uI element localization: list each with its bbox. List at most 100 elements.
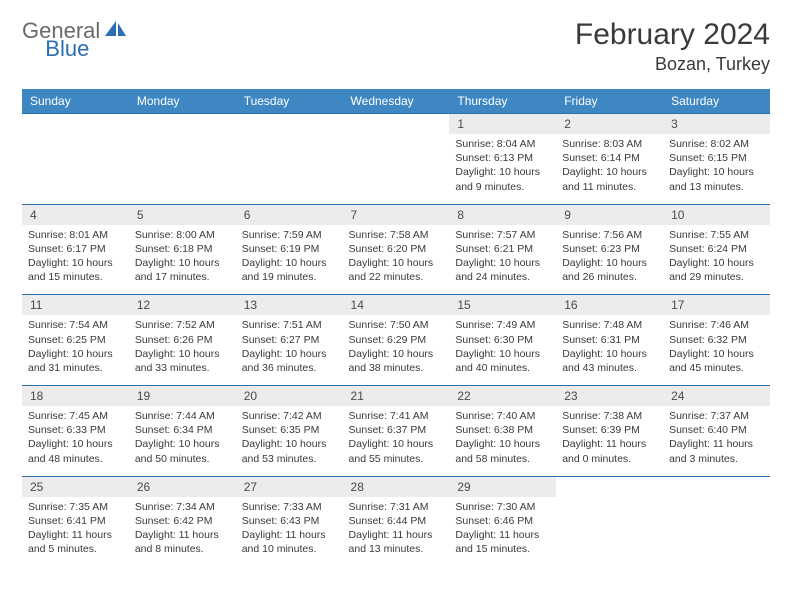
day-body: Sunrise: 8:01 AMSunset: 6:17 PMDaylight:…: [22, 225, 129, 295]
sunset-text: Sunset: 6:15 PM: [669, 151, 764, 165]
day-cell: 4Sunrise: 8:01 AMSunset: 6:17 PMDaylight…: [22, 204, 129, 295]
day-number: 9: [556, 205, 663, 225]
day-number: 21: [343, 386, 450, 406]
day-number: 16: [556, 295, 663, 315]
day-number: 14: [343, 295, 450, 315]
day-cell: 21Sunrise: 7:41 AMSunset: 6:37 PMDayligh…: [343, 386, 450, 477]
day-number: 27: [236, 477, 343, 497]
day-number: 26: [129, 477, 236, 497]
day-number: 11: [22, 295, 129, 315]
day-body: Sunrise: 7:57 AMSunset: 6:21 PMDaylight:…: [449, 225, 556, 295]
daylight-text: Daylight: 10 hours and 22 minutes.: [349, 256, 444, 284]
sunrise-text: Sunrise: 7:59 AM: [242, 228, 337, 242]
day-cell: 3Sunrise: 8:02 AMSunset: 6:15 PMDaylight…: [663, 114, 770, 205]
day-body: Sunrise: 7:50 AMSunset: 6:29 PMDaylight:…: [343, 315, 450, 385]
day-cell: ..: [236, 114, 343, 205]
sunrise-text: Sunrise: 7:50 AM: [349, 318, 444, 332]
month-title: February 2024: [575, 18, 770, 52]
daylight-text: Daylight: 10 hours and 45 minutes.: [669, 347, 764, 375]
daylight-text: Daylight: 11 hours and 0 minutes.: [562, 437, 657, 465]
day-cell: 20Sunrise: 7:42 AMSunset: 6:35 PMDayligh…: [236, 386, 343, 477]
day-number: 15: [449, 295, 556, 315]
day-number: 3: [663, 114, 770, 134]
daylight-text: Daylight: 10 hours and 9 minutes.: [455, 165, 550, 193]
day-cell: ..: [22, 114, 129, 205]
day-cell: 17Sunrise: 7:46 AMSunset: 6:32 PMDayligh…: [663, 295, 770, 386]
sunset-text: Sunset: 6:29 PM: [349, 333, 444, 347]
day-cell: 8Sunrise: 7:57 AMSunset: 6:21 PMDaylight…: [449, 204, 556, 295]
day-header: Wednesday: [343, 89, 450, 114]
day-body: Sunrise: 7:48 AMSunset: 6:31 PMDaylight:…: [556, 315, 663, 385]
sunrise-text: Sunrise: 8:00 AM: [135, 228, 230, 242]
sunset-text: Sunset: 6:33 PM: [28, 423, 123, 437]
day-body: Sunrise: 7:30 AMSunset: 6:46 PMDaylight:…: [449, 497, 556, 567]
day-cell: 29Sunrise: 7:30 AMSunset: 6:46 PMDayligh…: [449, 476, 556, 566]
title-block: February 2024 Bozan, Turkey: [575, 18, 770, 75]
day-body: Sunrise: 7:40 AMSunset: 6:38 PMDaylight:…: [449, 406, 556, 476]
day-cell: 27Sunrise: 7:33 AMSunset: 6:43 PMDayligh…: [236, 476, 343, 566]
sunrise-text: Sunrise: 7:41 AM: [349, 409, 444, 423]
day-header: Friday: [556, 89, 663, 114]
daylight-text: Daylight: 11 hours and 15 minutes.: [455, 528, 550, 556]
daylight-text: Daylight: 10 hours and 40 minutes.: [455, 347, 550, 375]
day-body: Sunrise: 8:03 AMSunset: 6:14 PMDaylight:…: [556, 134, 663, 204]
daylight-text: Daylight: 10 hours and 53 minutes.: [242, 437, 337, 465]
day-body: Sunrise: 7:38 AMSunset: 6:39 PMDaylight:…: [556, 406, 663, 476]
day-body: Sunrise: 7:59 AMSunset: 6:19 PMDaylight:…: [236, 225, 343, 295]
day-body: Sunrise: 7:41 AMSunset: 6:37 PMDaylight:…: [343, 406, 450, 476]
header: General Blue February 2024 Bozan, Turkey: [22, 18, 770, 75]
sunrise-text: Sunrise: 7:46 AM: [669, 318, 764, 332]
sunrise-text: Sunrise: 7:40 AM: [455, 409, 550, 423]
day-number: 7: [343, 205, 450, 225]
day-cell: 1Sunrise: 8:04 AMSunset: 6:13 PMDaylight…: [449, 114, 556, 205]
day-body: Sunrise: 7:51 AMSunset: 6:27 PMDaylight:…: [236, 315, 343, 385]
week-row: 25Sunrise: 7:35 AMSunset: 6:41 PMDayligh…: [22, 476, 770, 566]
day-cell: 15Sunrise: 7:49 AMSunset: 6:30 PMDayligh…: [449, 295, 556, 386]
sunrise-text: Sunrise: 7:56 AM: [562, 228, 657, 242]
week-row: 18Sunrise: 7:45 AMSunset: 6:33 PMDayligh…: [22, 386, 770, 477]
sunrise-text: Sunrise: 7:51 AM: [242, 318, 337, 332]
daylight-text: Daylight: 10 hours and 26 minutes.: [562, 256, 657, 284]
week-row: 4Sunrise: 8:01 AMSunset: 6:17 PMDaylight…: [22, 204, 770, 295]
week-row: ........1Sunrise: 8:04 AMSunset: 6:13 PM…: [22, 114, 770, 205]
day-cell: 14Sunrise: 7:50 AMSunset: 6:29 PMDayligh…: [343, 295, 450, 386]
calendar-body: ........1Sunrise: 8:04 AMSunset: 6:13 PM…: [22, 114, 770, 567]
daylight-text: Daylight: 10 hours and 38 minutes.: [349, 347, 444, 375]
day-number: 18: [22, 386, 129, 406]
day-number: 28: [343, 477, 450, 497]
sunrise-text: Sunrise: 7:57 AM: [455, 228, 550, 242]
daylight-text: Daylight: 10 hours and 15 minutes.: [28, 256, 123, 284]
sunrise-text: Sunrise: 7:30 AM: [455, 500, 550, 514]
sunrise-text: Sunrise: 8:04 AM: [455, 137, 550, 151]
day-body: Sunrise: 7:34 AMSunset: 6:42 PMDaylight:…: [129, 497, 236, 567]
sunset-text: Sunset: 6:35 PM: [242, 423, 337, 437]
sunset-text: Sunset: 6:40 PM: [669, 423, 764, 437]
day-body: Sunrise: 7:37 AMSunset: 6:40 PMDaylight:…: [663, 406, 770, 476]
day-cell: 25Sunrise: 7:35 AMSunset: 6:41 PMDayligh…: [22, 476, 129, 566]
day-header: Saturday: [663, 89, 770, 114]
daylight-text: Daylight: 11 hours and 5 minutes.: [28, 528, 123, 556]
day-header-row: SundayMondayTuesdayWednesdayThursdayFrid…: [22, 89, 770, 114]
calendar-page: General Blue February 2024 Bozan, Turkey…: [0, 0, 792, 584]
daylight-text: Daylight: 10 hours and 55 minutes.: [349, 437, 444, 465]
sunset-text: Sunset: 6:32 PM: [669, 333, 764, 347]
day-cell: 2Sunrise: 8:03 AMSunset: 6:14 PMDaylight…: [556, 114, 663, 205]
logo-text-blue: Blue: [45, 36, 89, 62]
day-body: Sunrise: 7:54 AMSunset: 6:25 PMDaylight:…: [22, 315, 129, 385]
day-number: 12: [129, 295, 236, 315]
day-body: Sunrise: 8:02 AMSunset: 6:15 PMDaylight:…: [663, 134, 770, 204]
day-cell: 18Sunrise: 7:45 AMSunset: 6:33 PMDayligh…: [22, 386, 129, 477]
daylight-text: Daylight: 10 hours and 50 minutes.: [135, 437, 230, 465]
day-cell: 5Sunrise: 8:00 AMSunset: 6:18 PMDaylight…: [129, 204, 236, 295]
day-cell: 9Sunrise: 7:56 AMSunset: 6:23 PMDaylight…: [556, 204, 663, 295]
daylight-text: Daylight: 10 hours and 48 minutes.: [28, 437, 123, 465]
day-cell: ..: [556, 476, 663, 566]
sunset-text: Sunset: 6:26 PM: [135, 333, 230, 347]
daylight-text: Daylight: 10 hours and 11 minutes.: [562, 165, 657, 193]
sunset-text: Sunset: 6:41 PM: [28, 514, 123, 528]
day-cell: 24Sunrise: 7:37 AMSunset: 6:40 PMDayligh…: [663, 386, 770, 477]
day-body: Sunrise: 7:42 AMSunset: 6:35 PMDaylight:…: [236, 406, 343, 476]
sunset-text: Sunset: 6:46 PM: [455, 514, 550, 528]
sunset-text: Sunset: 6:25 PM: [28, 333, 123, 347]
sunrise-text: Sunrise: 8:02 AM: [669, 137, 764, 151]
